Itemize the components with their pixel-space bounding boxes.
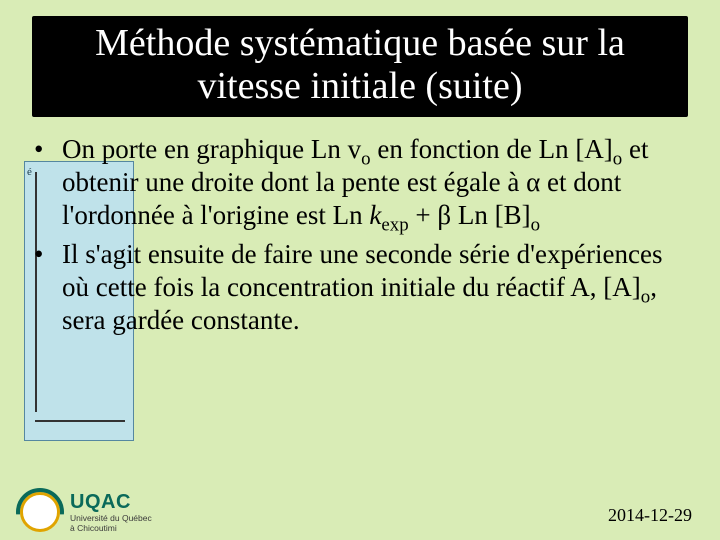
logo-badge-icon: [18, 490, 62, 534]
slide-container: Méthode systématique basée sur la vitess…: [0, 0, 720, 540]
logo-text: UQAC Université du Québec à Chicoutimi: [70, 492, 152, 533]
logo-acronym: UQAC: [70, 492, 152, 512]
title-box: Méthode systématique basée sur la vitess…: [32, 16, 688, 117]
body-area: é On porte en graphique Ln vo en fonctio…: [30, 133, 690, 337]
bullet-item-1: On porte en graphique Ln vo en fonction …: [58, 133, 690, 232]
slide-date: 2014-12-29: [608, 505, 692, 526]
logo: UQAC Université du Québec à Chicoutimi: [18, 490, 152, 534]
slide-title: Méthode systématique basée sur la vitess…: [44, 22, 676, 107]
bullet-list: On porte en graphique Ln vo en fonction …: [30, 133, 690, 337]
chart-x-axis: [35, 420, 125, 422]
footer: UQAC Université du Québec à Chicoutimi 2…: [0, 482, 720, 540]
bullet-item-2: Il s'agit ensuite de faire une seconde s…: [58, 238, 690, 337]
logo-subtitle-1: Université du Québec: [70, 514, 152, 523]
logo-subtitle-2: à Chicoutimi: [70, 524, 152, 533]
